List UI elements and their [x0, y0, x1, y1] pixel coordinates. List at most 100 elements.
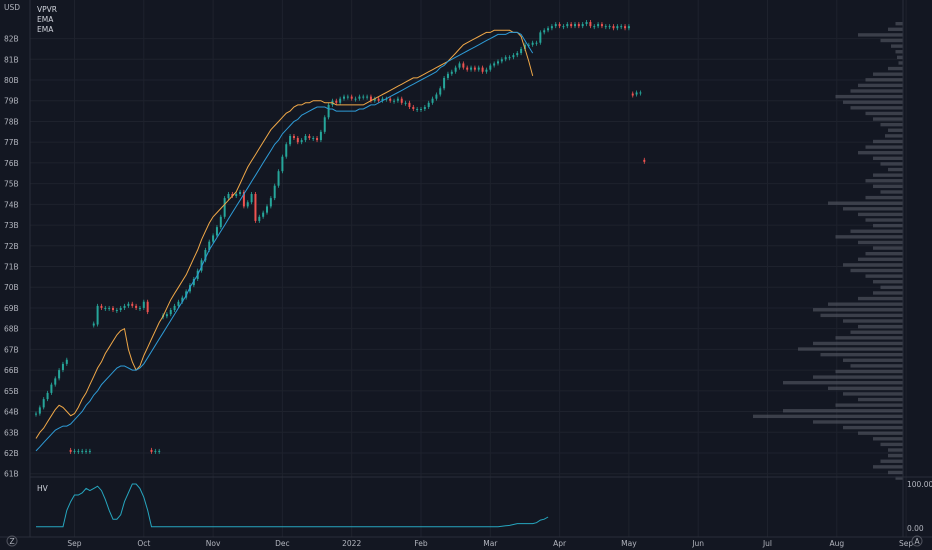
candle-body [389, 98, 392, 101]
candle-body [204, 249, 207, 261]
volume-profile-bar [858, 212, 903, 217]
volume-profile-bar [888, 27, 903, 31]
candle-body [373, 98, 376, 101]
candle-body [231, 193, 234, 197]
svg-text:A: A [915, 537, 921, 546]
legend-vpvr[interactable]: VPVR [37, 5, 57, 14]
candle-body [289, 135, 292, 145]
candle-body [316, 138, 319, 141]
x-tick-label: Dec [275, 539, 290, 548]
x-tick-label: Jul [762, 539, 772, 548]
candle-body [404, 102, 407, 104]
candle-body [635, 92, 638, 95]
candle-body [85, 450, 88, 452]
candle-body [308, 135, 311, 139]
volume-profile-bar [858, 296, 903, 301]
candle-body [262, 212, 265, 217]
candle-body [470, 67, 473, 70]
y-tick-label: 63B [4, 428, 19, 437]
volume-profile-bar [865, 274, 903, 278]
candle-body [362, 96, 365, 98]
volume-profile-bar [858, 151, 903, 155]
volume-profile-bar [858, 431, 903, 435]
candle-body [520, 48, 523, 54]
candle-body [431, 98, 434, 103]
volume-profile-bar [880, 285, 903, 290]
volume-profile-bar [873, 184, 903, 189]
timezone-button[interactable]: Z [6, 535, 18, 547]
volume-profile-bar [813, 375, 903, 379]
candle-body [192, 278, 195, 286]
candle-body [165, 314, 168, 317]
y-tick-label: 62B [4, 449, 19, 458]
hv-line [36, 483, 549, 528]
legend-ema-1[interactable]: EMA [37, 15, 54, 24]
candle-body [439, 88, 442, 95]
candle-body [369, 96, 372, 101]
volume-profile-bar [753, 414, 903, 419]
candle-body [58, 370, 61, 379]
y-tick-label: 72B [4, 242, 19, 251]
volume-profile-bar [885, 134, 903, 138]
candle-body [400, 98, 403, 103]
volume-profile-bar [843, 425, 903, 430]
candle-body [65, 359, 68, 364]
candle-body [208, 241, 211, 250]
candle-body [227, 193, 230, 199]
x-tick-label: Mar [483, 539, 498, 548]
candle-body [443, 77, 446, 89]
volume-profile-bar [783, 409, 903, 413]
candle-body [423, 106, 426, 110]
volume-profile-bar [843, 392, 903, 396]
legend-ema-2[interactable]: EMA [37, 25, 54, 34]
candle-body [523, 44, 526, 49]
volume-profile-bar [873, 437, 903, 441]
volume-profile-bar [880, 442, 903, 447]
y-tick-label: 75B [4, 180, 19, 189]
auto-scale-button[interactable]: A [911, 535, 923, 547]
volume-profile-bar [858, 33, 903, 37]
volume-profile-bar [850, 106, 903, 110]
volume-profile-bar [888, 128, 903, 132]
candle-body [54, 378, 57, 385]
candle-body [354, 98, 357, 100]
y-axis-ticks: 61B 62B 63B 64B 65B 66B 67B 68B 69B 70B 71B 72B 73B 7… [4, 35, 19, 479]
volume-profile-bar [865, 218, 903, 222]
candle-body [81, 450, 84, 452]
candle-body [600, 24, 603, 27]
candle-body [239, 191, 242, 194]
volume-profile-bar [895, 476, 903, 480]
volume-profile-bar [813, 308, 903, 312]
candle-body [77, 450, 80, 452]
candle-body [570, 24, 573, 27]
candle-body [323, 117, 326, 132]
ema-slow-line [35, 31, 534, 452]
volume-profile-bar [828, 386, 903, 390]
volume-profile-bar [880, 459, 903, 463]
candle-body [223, 198, 226, 217]
y-tick-label: 82B [4, 35, 19, 44]
candle-body [138, 307, 141, 309]
candle-body [61, 363, 64, 371]
candle-body [639, 92, 642, 94]
y-tick-label: 74B [4, 200, 19, 209]
candle-body [527, 44, 530, 46]
hv-tick-label: 100.00 [907, 480, 932, 489]
y-tick-label: 80B [4, 76, 19, 85]
volume-profile-bar [895, 50, 903, 54]
y-tick-label: 66B [4, 366, 19, 375]
candle-body [92, 323, 95, 326]
volume-profile-bar [880, 122, 903, 127]
candle-body [96, 305, 99, 325]
candle-body [420, 109, 422, 111]
legend-hv[interactable]: HV [37, 484, 49, 493]
y-tick-label: 79B [4, 97, 19, 106]
candle-body [169, 310, 172, 315]
y-tick-label: 64B [4, 408, 19, 417]
candle-body [643, 159, 646, 162]
candle-body [177, 301, 180, 306]
candle-body [173, 305, 176, 311]
candle-body [627, 26, 630, 29]
candle-body [504, 57, 507, 60]
